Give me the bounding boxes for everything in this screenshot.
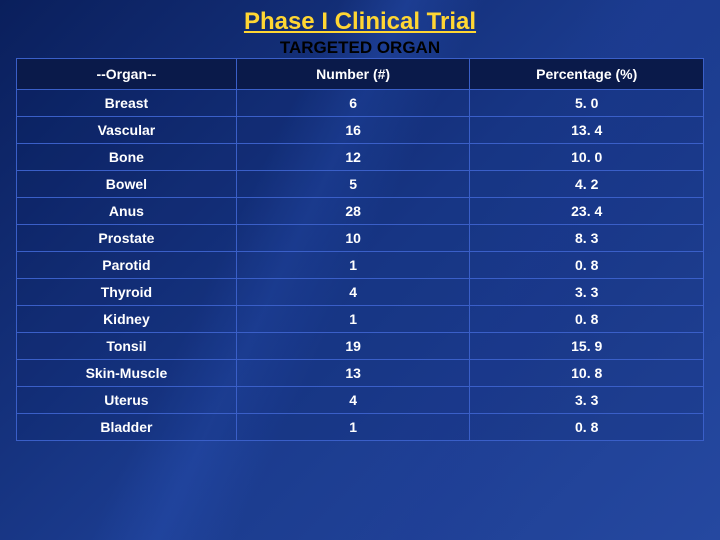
number-cell: 6: [236, 90, 470, 117]
organ-cell: Anus: [17, 198, 237, 225]
number-cell: 4: [236, 387, 470, 414]
table-row: Bone1210. 0: [17, 144, 704, 171]
organ-cell: Skin-Muscle: [17, 360, 237, 387]
col-header-number: Number (#): [236, 59, 470, 90]
percentage-cell: 23. 4: [470, 198, 704, 225]
number-cell: 13: [236, 360, 470, 387]
organ-cell: Thyroid: [17, 279, 237, 306]
main-title: Phase I Clinical Trial: [16, 8, 704, 36]
percentage-cell: 13. 4: [470, 117, 704, 144]
table-row: Thyroid43. 3: [17, 279, 704, 306]
sub-title: TARGETED ORGAN: [16, 38, 704, 58]
table-row: Breast65. 0: [17, 90, 704, 117]
percentage-cell: 10. 0: [470, 144, 704, 171]
table-row: Bladder10. 8: [17, 414, 704, 441]
number-cell: 19: [236, 333, 470, 360]
table-row: Vascular1613. 4: [17, 117, 704, 144]
number-cell: 1: [236, 306, 470, 333]
table-header-row: --Organ-- Number (#) Percentage (%): [17, 59, 704, 90]
organ-cell: Uterus: [17, 387, 237, 414]
percentage-cell: 8. 3: [470, 225, 704, 252]
number-cell: 1: [236, 414, 470, 441]
organ-cell: Bone: [17, 144, 237, 171]
number-cell: 12: [236, 144, 470, 171]
percentage-cell: 3. 3: [470, 279, 704, 306]
percentage-cell: 0. 8: [470, 306, 704, 333]
percentage-cell: 3. 3: [470, 387, 704, 414]
organ-cell: Kidney: [17, 306, 237, 333]
percentage-cell: 15. 9: [470, 333, 704, 360]
number-cell: 16: [236, 117, 470, 144]
table-row: Skin-Muscle1310. 8: [17, 360, 704, 387]
organ-cell: Bladder: [17, 414, 237, 441]
percentage-cell: 5. 0: [470, 90, 704, 117]
col-header-percentage: Percentage (%): [470, 59, 704, 90]
organ-cell: Parotid: [17, 252, 237, 279]
percentage-cell: 0. 8: [470, 252, 704, 279]
number-cell: 1: [236, 252, 470, 279]
col-header-organ: --Organ--: [17, 59, 237, 90]
organ-table: --Organ-- Number (#) Percentage (%) Brea…: [16, 58, 704, 441]
organ-cell: Breast: [17, 90, 237, 117]
table-body: Breast65. 0Vascular1613. 4Bone1210. 0Bow…: [17, 90, 704, 441]
organ-cell: Prostate: [17, 225, 237, 252]
number-cell: 4: [236, 279, 470, 306]
organ-cell: Vascular: [17, 117, 237, 144]
table-row: Prostate108. 3: [17, 225, 704, 252]
number-cell: 28: [236, 198, 470, 225]
table-row: Anus2823. 4: [17, 198, 704, 225]
percentage-cell: 10. 8: [470, 360, 704, 387]
table-row: Uterus43. 3: [17, 387, 704, 414]
table-row: Parotid10. 8: [17, 252, 704, 279]
number-cell: 5: [236, 171, 470, 198]
percentage-cell: 0. 8: [470, 414, 704, 441]
percentage-cell: 4. 2: [470, 171, 704, 198]
table-row: Tonsil1915. 9: [17, 333, 704, 360]
organ-cell: Tonsil: [17, 333, 237, 360]
table-row: Kidney10. 8: [17, 306, 704, 333]
number-cell: 10: [236, 225, 470, 252]
organ-cell: Bowel: [17, 171, 237, 198]
table-row: Bowel54. 2: [17, 171, 704, 198]
